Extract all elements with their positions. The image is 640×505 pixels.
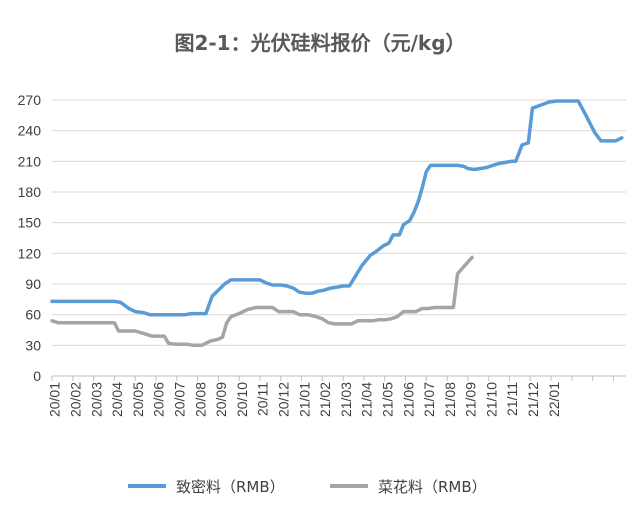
y-tick-label: 180	[18, 184, 42, 200]
x-tick-label: 20/12	[275, 382, 291, 417]
series-line-1	[50, 255, 474, 348]
x-tick-label: 21/03	[338, 382, 354, 417]
y-tick-label: 270	[18, 92, 42, 108]
legend: 致密料（RMB） 菜花料（RMB）	[128, 478, 487, 496]
x-tick-label: 21/12	[525, 382, 541, 417]
x-tick-label: 21/11	[504, 382, 520, 416]
x-tick-label: 21/01	[296, 382, 312, 417]
x-tick-label: 20/11	[255, 382, 271, 416]
y-axis-ticks: 0 30 60 90 120 150 180 210 240 270	[18, 92, 42, 384]
chart-title: 图2-1：光伏硅料报价（元/kg）	[174, 31, 465, 55]
series-line-0	[50, 99, 624, 317]
x-tick-label: 20/10	[234, 382, 250, 417]
x-tick-label: 20/09	[213, 382, 229, 417]
x-tick-label: 21/06	[400, 382, 416, 417]
x-tick-label: 21/09	[463, 382, 479, 417]
x-tick-label: 21/04	[359, 382, 375, 417]
x-tick-label: 20/01	[47, 382, 63, 417]
y-tick-label: 0	[33, 368, 41, 384]
y-tick-label: 60	[25, 307, 41, 323]
x-tick-label: 20/08	[192, 382, 208, 417]
x-tick-label: 21/05	[379, 382, 395, 417]
y-tick-label: 210	[18, 153, 42, 169]
y-tick-label: 90	[25, 276, 41, 292]
x-axis: 20/01 20/02 20/03 20/04 20/05 20/06 20/07 20/08…	[47, 375, 626, 417]
x-tick-label: 21/08	[442, 382, 458, 417]
x-tick-label: 21/02	[317, 382, 333, 417]
x-tick-label: 20/06	[151, 382, 167, 417]
series-lines	[50, 99, 624, 348]
x-tick-label: 20/07	[171, 382, 187, 417]
y-tick-label: 30	[25, 337, 41, 353]
x-tick-label: 21/07	[421, 382, 437, 417]
x-tick-label: 20/04	[109, 382, 125, 417]
gridlines	[52, 99, 626, 346]
x-tick-label: 20/03	[88, 382, 104, 417]
x-tick-label: 20/05	[130, 382, 146, 417]
y-tick-label: 150	[18, 215, 42, 231]
x-tick-label: 22/01	[546, 382, 562, 417]
x-tick-label: 20/02	[68, 382, 84, 417]
legend-label: 菜花料（RMB）	[378, 478, 487, 496]
legend-label: 致密料（RMB）	[176, 478, 285, 496]
y-tick-label: 240	[18, 123, 42, 139]
y-tick-label: 120	[18, 245, 42, 261]
x-tick-label: 21/10	[483, 382, 499, 417]
